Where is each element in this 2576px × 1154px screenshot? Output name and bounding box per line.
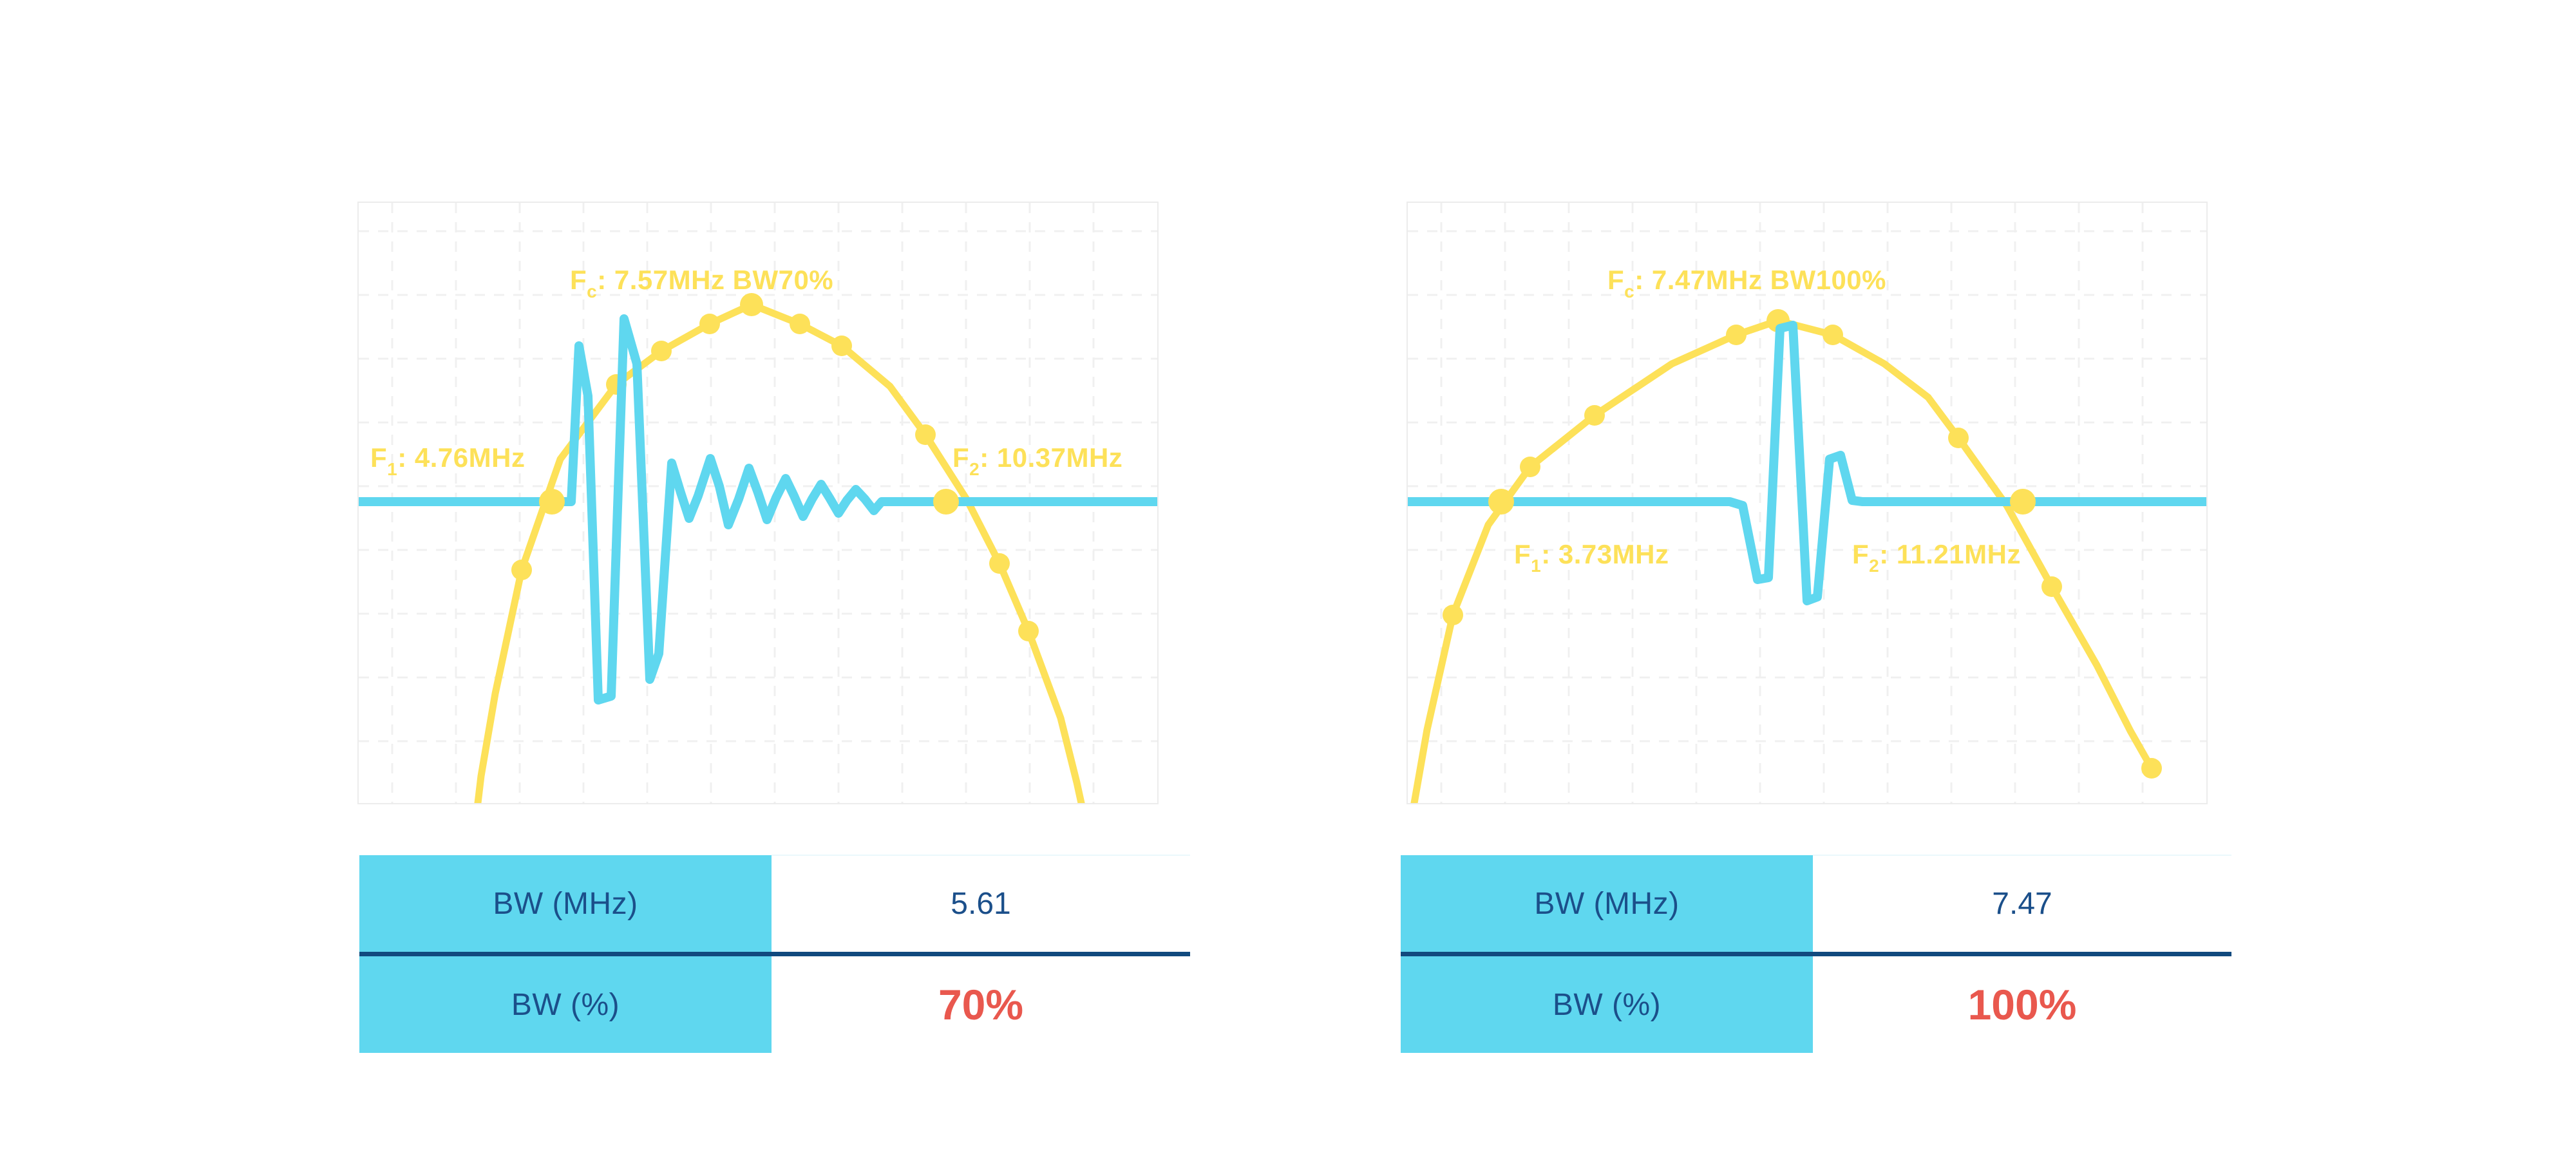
bw-mhz-label-left: BW (MHz) xyxy=(359,855,772,956)
fc-text-right: : 7.47MHz BW100% xyxy=(1634,265,1886,295)
f1-label-right: F1: 3.73MHz xyxy=(1514,539,1669,576)
bw-pct-label-text-right: BW xyxy=(1552,987,1612,1022)
f1-text-right: : 3.73MHz xyxy=(1541,539,1669,569)
fc-subscript-left: c xyxy=(587,281,597,301)
plot-frame-right: Fc: 7.47MHz BW100% F1: 3.73MHz F2: 11.21… xyxy=(1406,202,2208,804)
bw-table-right: BW (MHz) 7.47 BW (%) 100% xyxy=(1401,855,2231,1053)
f2-symbol-right: F xyxy=(1852,539,1869,569)
bandwidth-markers-left xyxy=(539,489,959,515)
bw-mhz-label-unit-right: (MHz) xyxy=(1593,886,1680,921)
f2-label-left: F2: 10.37MHz xyxy=(952,442,1122,479)
table-row: BW (MHz) 7.47 xyxy=(1401,855,2231,956)
f2-label-right: F2: 11.21MHz xyxy=(1852,539,2021,576)
f1-subscript-left: 1 xyxy=(387,459,397,479)
bw-table-left: BW (MHz) 5.61 BW (%) 70% xyxy=(359,855,1190,1053)
bw-mhz-label-right: BW (MHz) xyxy=(1401,855,1813,956)
bw-pct-label-unit-right: (%) xyxy=(1612,987,1662,1022)
f2-subscript-right: 2 xyxy=(1869,556,1879,576)
fc-symbol-left: F xyxy=(570,265,587,295)
plot-right-svg: Fc: 7.47MHz BW100% F1: 3.73MHz F2: 11.21… xyxy=(1408,203,2206,803)
pulse-waveform-left xyxy=(359,314,1157,705)
bw-pct-value-left: 70% xyxy=(772,954,1190,1053)
bw-mhz-value-right: 7.47 xyxy=(1813,855,2231,956)
table-row: BW (MHz) 5.61 xyxy=(359,855,1190,956)
bandwidth-markers-right xyxy=(1488,489,2036,515)
pulse-waveform-right xyxy=(1408,321,2206,605)
f1-subscript-right: 1 xyxy=(1531,556,1541,576)
plot-left-svg: Fc: 7.57MHz BW70% F1: 4.76MHz F2: 10.37M… xyxy=(359,203,1157,803)
fc-label-right: Fc: 7.47MHz BW100% xyxy=(1607,265,1886,301)
panel-left: Fc: 7.57MHz BW70% F1: 4.76MHz F2: 10.37M… xyxy=(357,202,1190,1053)
f1-text-left: : 4.76MHz xyxy=(397,442,525,473)
f2-symbol-left: F xyxy=(952,442,969,473)
f2-subscript-left: 2 xyxy=(969,459,980,479)
bw-mhz-label-unit-left: (MHz) xyxy=(552,886,638,921)
table-row: BW (%) 70% xyxy=(359,954,1190,1053)
f2-text-left: : 10.37MHz xyxy=(980,442,1122,473)
f1-symbol-left: F xyxy=(370,442,387,473)
plot-frame-left: Fc: 7.57MHz BW70% F1: 4.76MHz F2: 10.37M… xyxy=(357,202,1159,804)
bw-mhz-label-text-right: BW xyxy=(1534,886,1594,921)
bw-mhz-label-text-left: BW xyxy=(493,886,553,921)
fc-subscript-right: c xyxy=(1624,281,1634,301)
bw-mhz-value-left: 5.61 xyxy=(772,855,1190,956)
f1-symbol-right: F xyxy=(1514,539,1531,569)
bw-pct-label-text-left: BW xyxy=(511,987,571,1022)
f2-text-right: : 11.21MHz xyxy=(1879,539,2021,569)
bw-pct-label-left: BW (%) xyxy=(359,954,772,1053)
spectrum-markers-right xyxy=(1443,309,2162,779)
bw-pct-label-right: BW (%) xyxy=(1401,954,1813,1053)
bw-pct-label-unit-left: (%) xyxy=(571,987,620,1022)
fc-text-left: : 7.57MHz BW70% xyxy=(597,265,833,295)
fc-label-left: Fc: 7.57MHz BW70% xyxy=(570,265,833,301)
spectrum-curve-left xyxy=(474,301,1085,803)
bw-pct-value-right: 100% xyxy=(1813,954,2231,1053)
table-row: BW (%) 100% xyxy=(1401,954,2231,1053)
panel-right: Fc: 7.47MHz BW100% F1: 3.73MHz F2: 11.21… xyxy=(1401,202,2231,1053)
spectrum-curve-right xyxy=(1410,317,2155,803)
fc-symbol-right: F xyxy=(1607,265,1624,295)
f1-label-left: F1: 4.76MHz xyxy=(370,442,525,479)
